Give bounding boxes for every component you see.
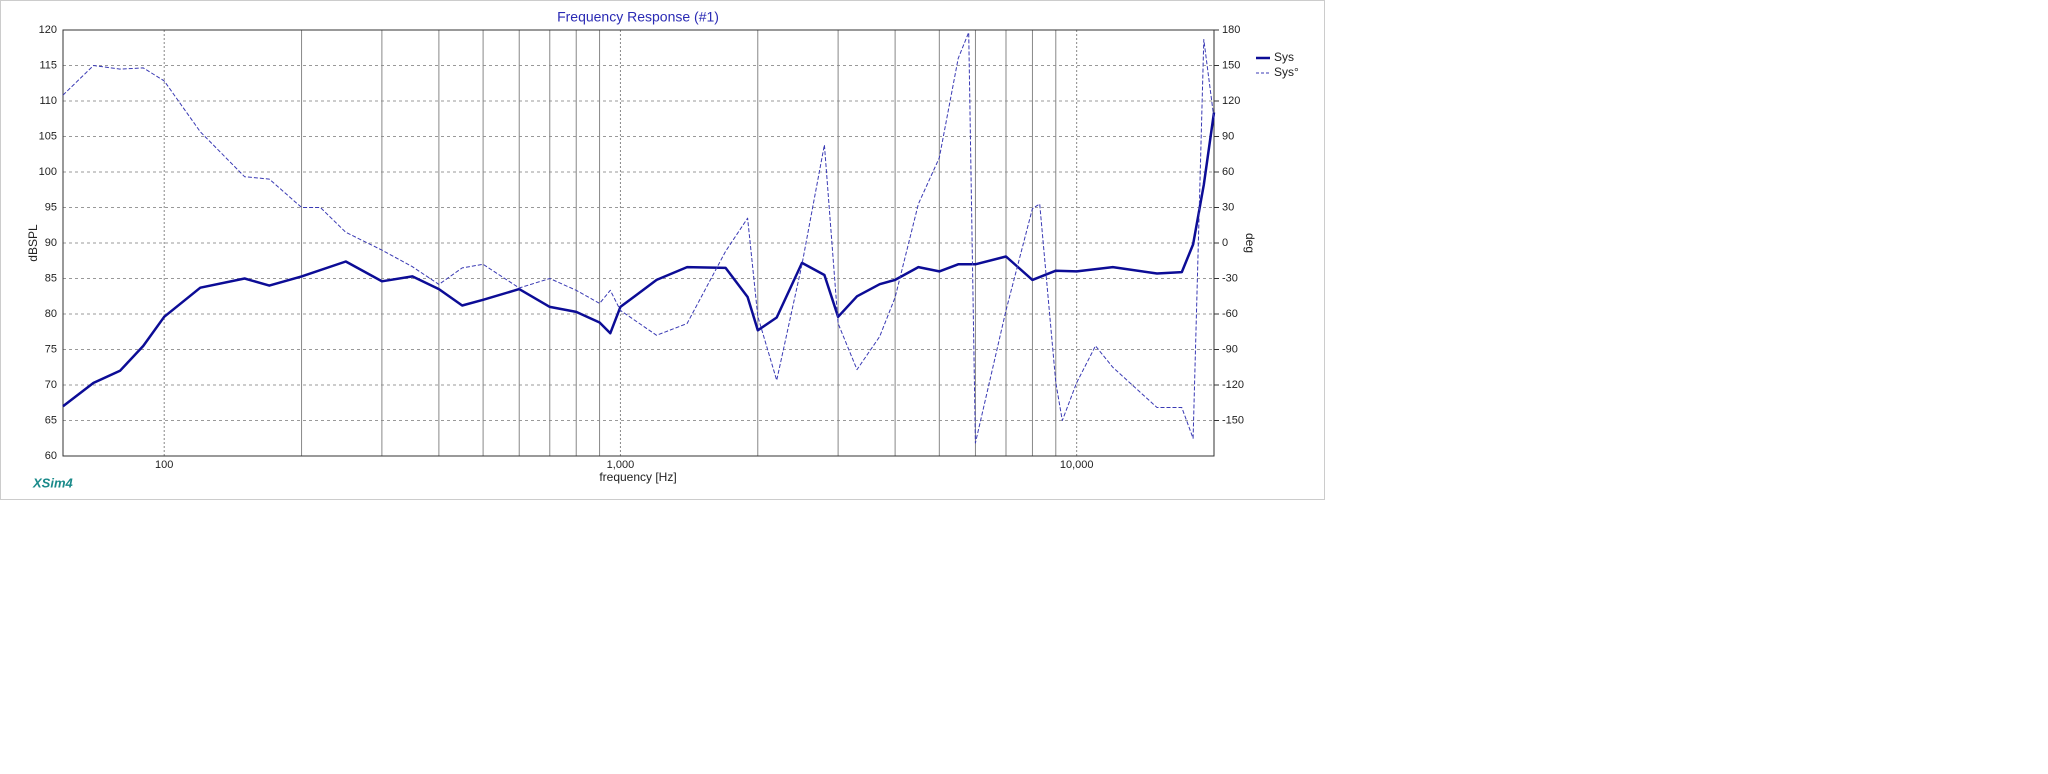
- y2-tick-label: 150: [1222, 59, 1240, 71]
- y-tick-label: 70: [45, 379, 57, 391]
- y2-tick-label: 0: [1222, 237, 1228, 249]
- y-tick-label: 105: [39, 130, 57, 142]
- y-tick-label: 80: [45, 308, 57, 320]
- y-tick-label: 60: [45, 450, 57, 462]
- plot-border: [62, 29, 1215, 457]
- frame: [0, 0, 1325, 500]
- legend-label: Sys: [1274, 50, 1294, 64]
- y2-tick-label: 30: [1222, 201, 1234, 213]
- x-tick-label: 1,000: [607, 459, 635, 471]
- y-tick-label: 110: [39, 95, 57, 107]
- y2-tick-label: -120: [1222, 379, 1244, 391]
- y2-tick-label: -30: [1222, 272, 1238, 284]
- y-tick-label: 65: [45, 414, 57, 426]
- watermark: XSim4: [32, 475, 74, 490]
- y-tick-label: 90: [45, 237, 57, 249]
- y2-tick-label: 180: [1222, 24, 1240, 36]
- y-tick-label: 75: [45, 343, 57, 355]
- y2-tick-label: -60: [1222, 308, 1238, 320]
- y-tick-label: 120: [39, 24, 57, 36]
- y-tick-label: 115: [39, 59, 57, 71]
- y2-tick-label: -150: [1222, 414, 1244, 426]
- y2-axis-label: deg: [1243, 233, 1257, 253]
- chart-title: Frequency Response (#1): [557, 9, 719, 25]
- y-tick-label: 85: [45, 272, 57, 284]
- series-line: [62, 31, 1215, 444]
- y2-tick-label: 90: [1222, 130, 1234, 142]
- x-tick-label: 100: [155, 459, 173, 471]
- y-axis-label: dBSPL: [26, 224, 40, 262]
- x-axis-label: frequency [Hz]: [599, 470, 676, 484]
- y-tick-label: 100: [39, 166, 57, 178]
- x-tick-label: 10,000: [1060, 459, 1094, 471]
- y2-tick-label: -90: [1222, 343, 1238, 355]
- series-line: [62, 112, 1216, 408]
- legend-label: Sys°: [1274, 65, 1299, 79]
- y-tick-label: 95: [45, 201, 57, 213]
- y2-tick-label: 120: [1222, 95, 1240, 107]
- y2-tick-label: 60: [1222, 166, 1234, 178]
